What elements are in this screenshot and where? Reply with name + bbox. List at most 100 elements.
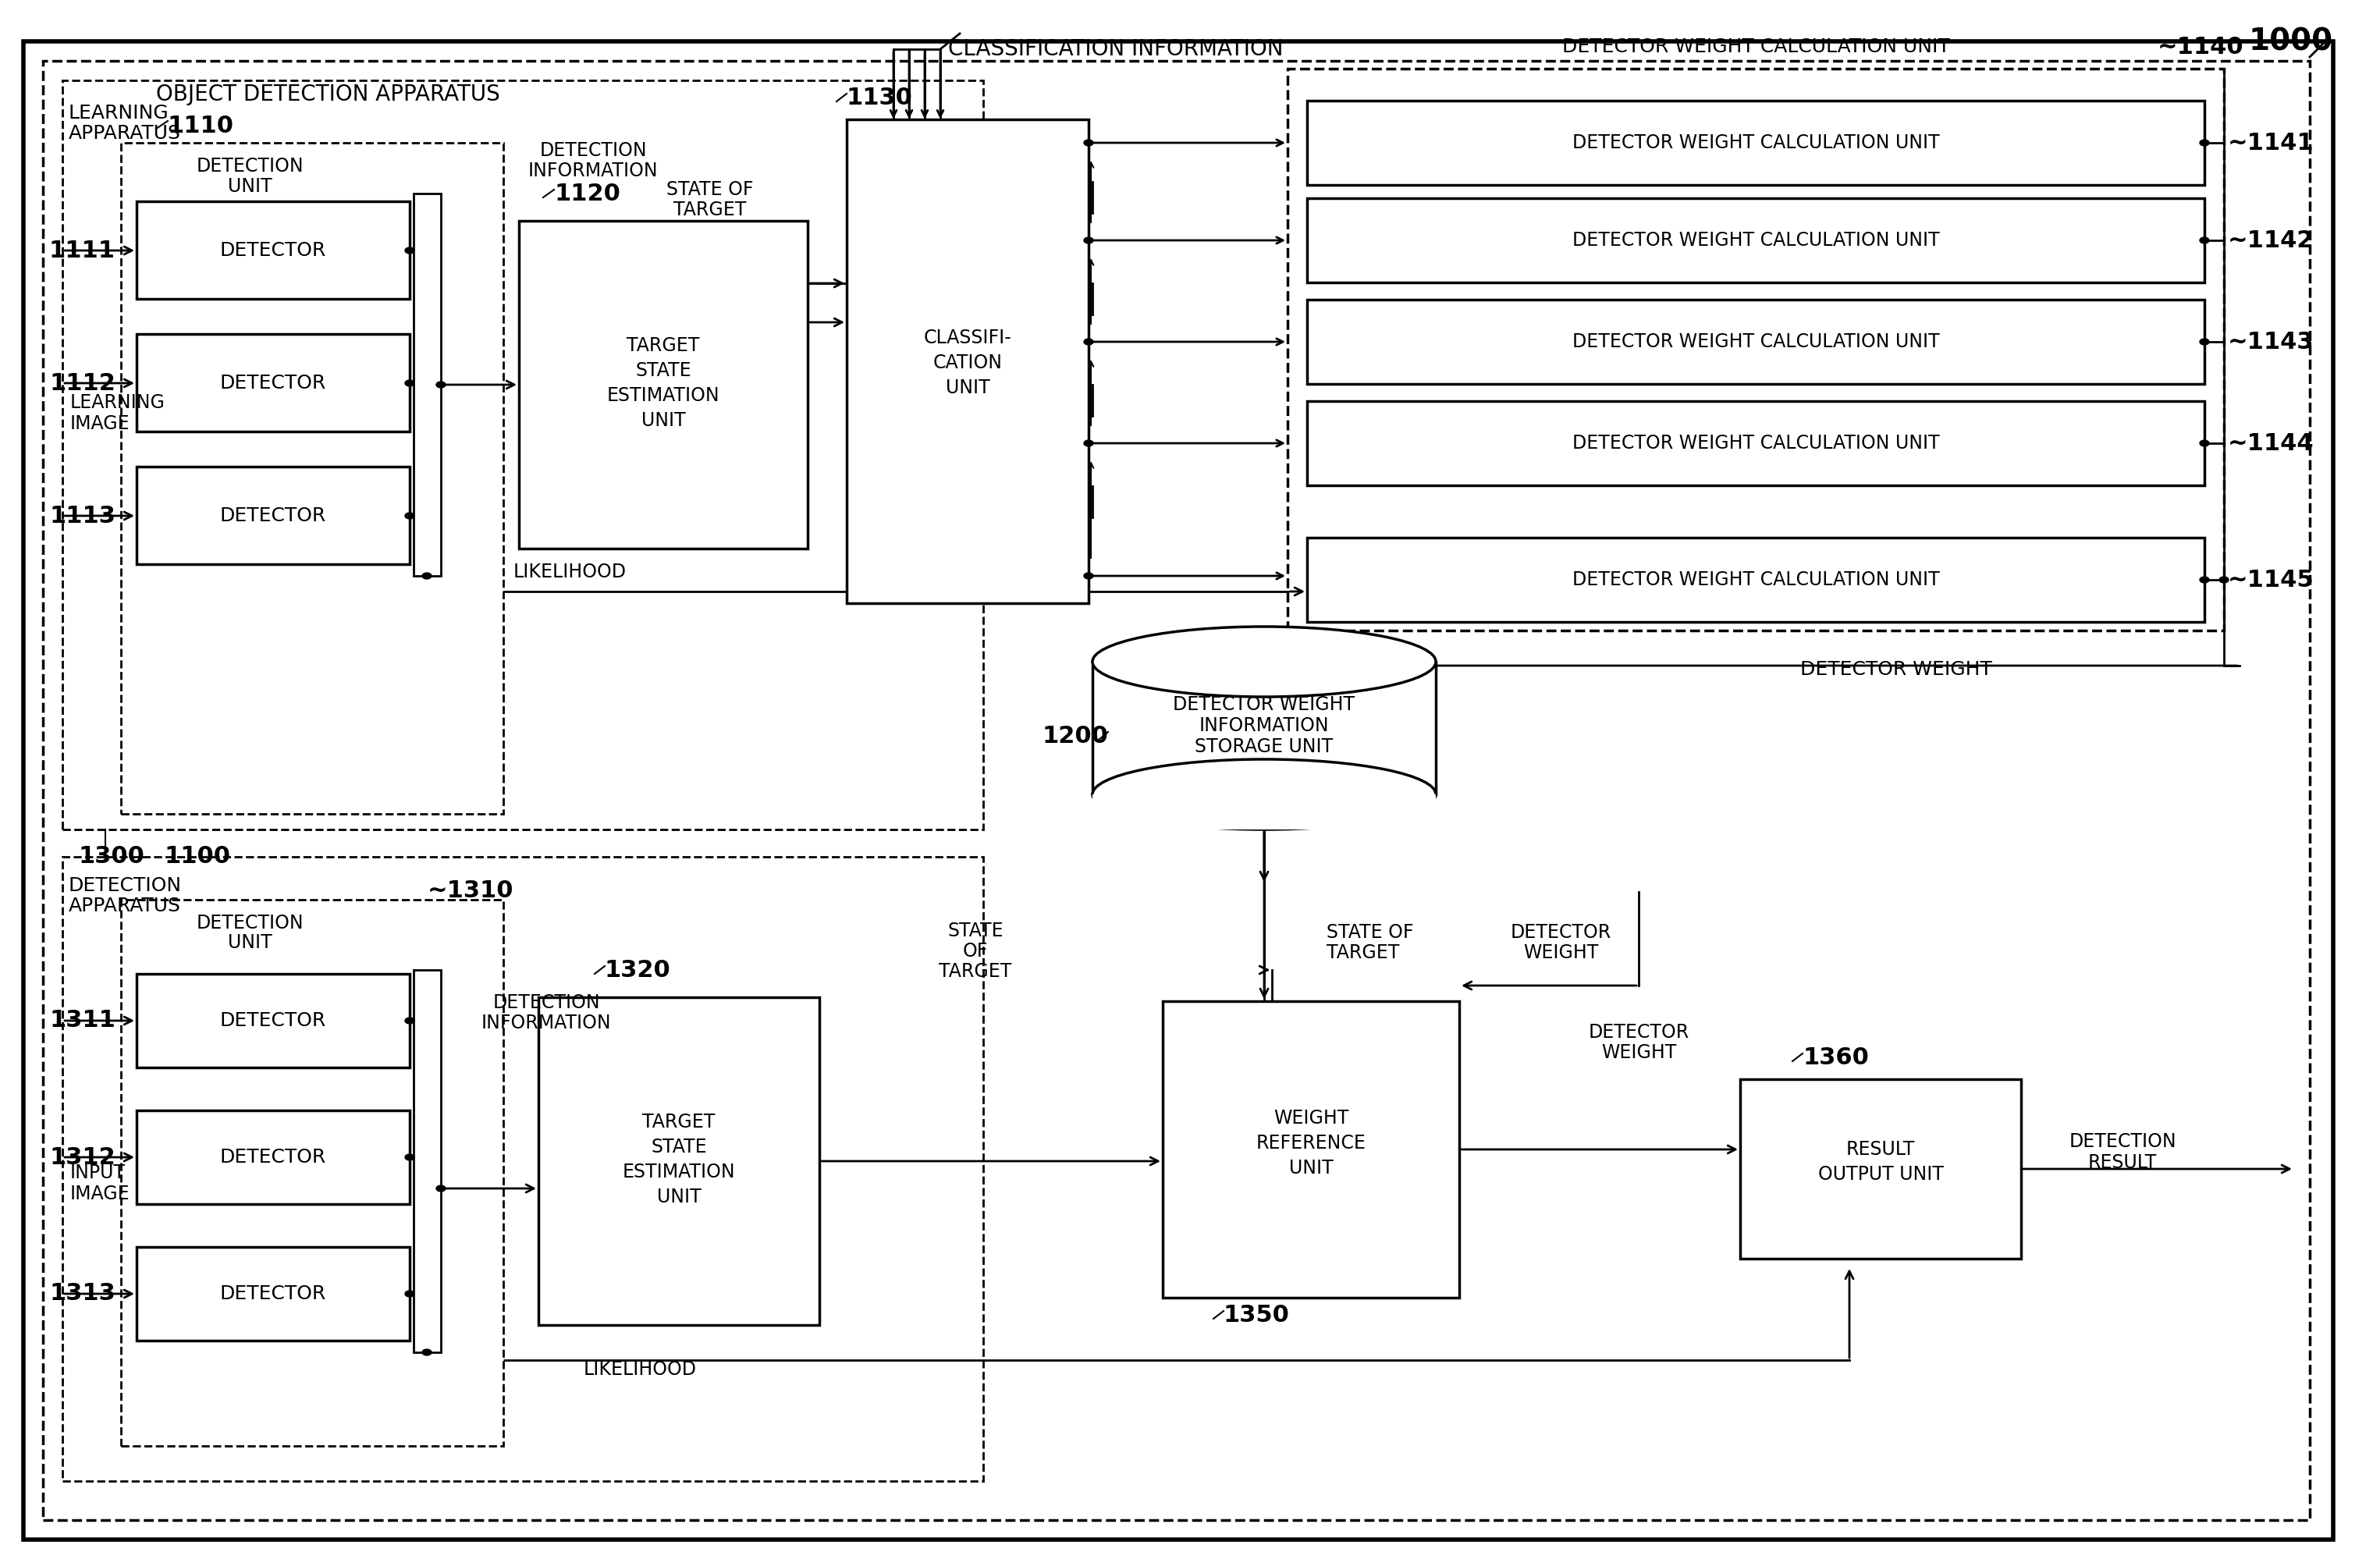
Text: APPARATUS: APPARATUS	[69, 897, 181, 916]
Circle shape	[421, 1349, 431, 1355]
Text: INPUT: INPUT	[71, 1163, 126, 1182]
Text: UNIT: UNIT	[1290, 1158, 1333, 1177]
Text: ~1144: ~1144	[2228, 431, 2313, 455]
Text: STATE: STATE	[947, 922, 1004, 941]
Text: DETECTOR: DETECTOR	[1587, 1024, 1690, 1043]
Text: TARGET: TARGET	[940, 963, 1011, 982]
Text: DETECTOR WEIGHT CALCULATION UNIT: DETECTOR WEIGHT CALCULATION UNIT	[1573, 435, 1940, 453]
Bar	[136, 467, 409, 564]
Circle shape	[405, 513, 414, 519]
Text: DETECTION: DETECTION	[2068, 1132, 2175, 1150]
Text: OUTPUT UNIT: OUTPUT UNIT	[1818, 1164, 1944, 1183]
Text: ~1145: ~1145	[2228, 569, 2313, 591]
Bar	[136, 334, 409, 431]
Text: DETECTOR: DETECTOR	[219, 1011, 326, 1030]
Text: 1110: 1110	[167, 114, 233, 138]
Text: 1130: 1130	[847, 86, 914, 109]
Text: 1200: 1200	[1042, 725, 1109, 747]
Text: LEARNING: LEARNING	[71, 394, 164, 413]
Bar	[136, 1247, 409, 1341]
Text: WEIGHT: WEIGHT	[1602, 1043, 1676, 1061]
Text: 1300: 1300	[79, 846, 145, 867]
Bar	[414, 194, 440, 575]
Text: CATION: CATION	[933, 353, 1002, 372]
Text: DETECTOR: DETECTOR	[219, 241, 326, 259]
Text: 1112: 1112	[50, 372, 117, 394]
Text: 1311: 1311	[50, 1010, 117, 1032]
Circle shape	[2199, 339, 2209, 345]
Text: 1120: 1120	[555, 183, 621, 205]
Text: UNIT: UNIT	[228, 933, 271, 952]
Circle shape	[405, 1291, 414, 1297]
Text: LIKELIHOOD: LIKELIHOOD	[514, 563, 626, 581]
Circle shape	[1083, 339, 1092, 345]
Ellipse shape	[1092, 627, 1435, 697]
Text: DETECTOR: DETECTOR	[219, 1285, 326, 1304]
Text: DETECTOR WEIGHT CALCULATION UNIT: DETECTOR WEIGHT CALCULATION UNIT	[1573, 333, 1940, 352]
Ellipse shape	[1092, 760, 1435, 830]
Text: IMAGE: IMAGE	[71, 414, 131, 433]
Text: UNIT: UNIT	[657, 1188, 702, 1207]
Text: DETECTOR: DETECTOR	[219, 1147, 326, 1166]
Bar	[519, 220, 807, 549]
Text: RESULT: RESULT	[2087, 1153, 2156, 1172]
Circle shape	[1083, 238, 1092, 244]
Text: DETECTION: DETECTION	[69, 877, 181, 896]
Text: TARGET: TARGET	[674, 200, 747, 219]
Text: STATE OF: STATE OF	[1326, 924, 1414, 942]
Text: WEIGHT: WEIGHT	[1523, 944, 1599, 963]
Text: TARGET: TARGET	[626, 336, 700, 355]
Text: DETECTION: DETECTION	[195, 914, 302, 933]
Text: UNIT: UNIT	[640, 411, 685, 430]
Text: DETECTION: DETECTION	[195, 156, 302, 175]
Bar	[1164, 1002, 1459, 1297]
Bar	[121, 142, 502, 814]
Text: DETECTOR WEIGHT CALCULATION UNIT: DETECTOR WEIGHT CALCULATION UNIT	[1573, 133, 1940, 152]
Text: TARGET: TARGET	[1326, 944, 1399, 963]
Text: DETECTION: DETECTION	[540, 141, 647, 159]
Text: ESTIMATION: ESTIMATION	[624, 1163, 735, 1182]
Text: ~1143: ~1143	[2228, 330, 2313, 353]
Circle shape	[2199, 139, 2209, 145]
Text: DETECTOR WEIGHT CALCULATION UNIT: DETECTOR WEIGHT CALCULATION UNIT	[1573, 231, 1940, 250]
Text: ~1142: ~1142	[2228, 230, 2313, 252]
Text: STATE: STATE	[635, 361, 690, 380]
Text: UNIT: UNIT	[945, 378, 990, 397]
Text: OF: OF	[964, 942, 988, 961]
Circle shape	[2199, 577, 2209, 583]
Bar	[62, 857, 983, 1482]
Text: CLASSIFICATION INFORMATION: CLASSIFICATION INFORMATION	[947, 38, 1283, 59]
Bar	[1092, 794, 1435, 830]
Bar	[62, 80, 983, 830]
Text: 1320: 1320	[605, 958, 671, 982]
Text: UNIT: UNIT	[228, 177, 271, 195]
Text: DETECTOR WEIGHT CALCULATION UNIT: DETECTOR WEIGHT CALCULATION UNIT	[1561, 38, 1949, 56]
Bar	[538, 997, 819, 1325]
Bar	[136, 974, 409, 1068]
Text: 1350: 1350	[1223, 1304, 1290, 1325]
Circle shape	[436, 1185, 445, 1191]
Text: LEARNING: LEARNING	[69, 103, 169, 122]
Circle shape	[421, 572, 431, 578]
Bar	[1288, 69, 2223, 630]
Text: APPARATUS: APPARATUS	[69, 123, 181, 142]
Text: INFORMATION: INFORMATION	[528, 161, 657, 180]
Text: ~1141: ~1141	[2228, 131, 2313, 155]
Text: DETECTOR: DETECTOR	[219, 374, 326, 392]
Text: 1100: 1100	[164, 846, 231, 867]
Text: RESULT: RESULT	[1847, 1139, 1916, 1158]
Bar	[121, 900, 502, 1446]
Circle shape	[1083, 572, 1092, 578]
Bar	[847, 119, 1088, 603]
Text: STATE OF: STATE OF	[666, 180, 754, 199]
Text: ~1140: ~1140	[2156, 36, 2244, 58]
Text: IMAGE: IMAGE	[71, 1185, 131, 1204]
Circle shape	[405, 1018, 414, 1024]
Text: 1360: 1360	[1802, 1046, 1868, 1069]
Bar	[136, 202, 409, 299]
Bar	[136, 1110, 409, 1204]
Text: DETECTION: DETECTION	[493, 994, 600, 1013]
Text: ESTIMATION: ESTIMATION	[607, 386, 719, 405]
Circle shape	[436, 381, 445, 388]
Circle shape	[405, 380, 414, 386]
